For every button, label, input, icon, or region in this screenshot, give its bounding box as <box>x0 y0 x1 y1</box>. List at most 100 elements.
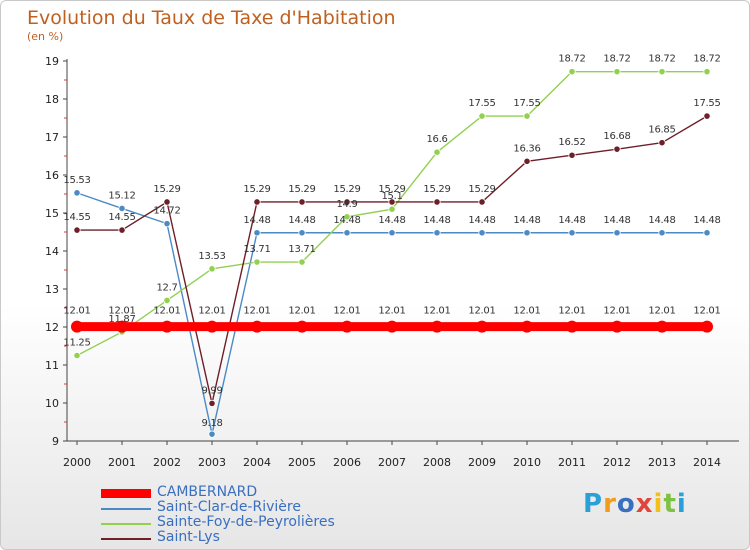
data-point <box>568 151 576 159</box>
data-label: 18.72 <box>558 54 585 65</box>
data-label: 14.9 <box>336 199 357 210</box>
logo-letter: P <box>583 489 604 519</box>
data-point <box>298 229 306 237</box>
data-point <box>476 320 488 333</box>
data-point <box>433 198 441 206</box>
data-label: 15.12 <box>108 190 135 201</box>
data-point <box>343 213 351 221</box>
data-point <box>431 320 443 333</box>
data-label: 15.53 <box>63 175 90 186</box>
y-tick-label: 10 <box>45 397 59 410</box>
data-label: 14.48 <box>468 215 495 226</box>
data-label: 15.1 <box>381 191 402 202</box>
data-label: 14.48 <box>243 215 270 226</box>
data-label: 15.29 <box>468 184 495 195</box>
data-point <box>251 320 263 333</box>
data-point <box>161 320 173 333</box>
data-label: 9.18 <box>201 418 222 429</box>
data-point <box>523 229 531 237</box>
data-label: 14.48 <box>558 215 585 226</box>
x-tick-label: 2011 <box>558 456 586 469</box>
legend-label: CAMBERNARD <box>157 484 258 500</box>
legend-label: Saint-Clar-de-Rivière <box>157 499 301 515</box>
data-label: 12.01 <box>108 306 135 317</box>
data-label: 17.55 <box>468 98 495 109</box>
data-point <box>343 229 351 237</box>
x-tick-label: 2000 <box>63 456 91 469</box>
data-point <box>478 112 486 120</box>
data-label: 15.29 <box>153 184 180 195</box>
data-point <box>208 430 216 438</box>
data-point <box>341 320 353 333</box>
data-point <box>388 229 396 237</box>
x-tick-label: 2008 <box>423 456 451 469</box>
logo-letter: i <box>676 489 687 519</box>
data-point <box>658 229 666 237</box>
data-point <box>611 320 623 333</box>
data-point <box>656 320 668 333</box>
data-point <box>163 296 171 304</box>
x-tick-label: 2001 <box>108 456 136 469</box>
data-label: 15.29 <box>333 184 360 195</box>
x-tick-label: 2003 <box>198 456 226 469</box>
data-point <box>253 258 261 266</box>
data-point <box>566 320 578 333</box>
legend-label: Sainte-Foy-de-Peyrolières <box>157 514 335 530</box>
legend-swatch <box>101 538 151 540</box>
y-tick-label: 13 <box>45 283 59 296</box>
chart-subtitle: (en %) <box>27 30 64 43</box>
legend-swatch <box>101 508 151 510</box>
y-tick-label: 19 <box>45 55 59 68</box>
data-point <box>253 229 261 237</box>
data-point <box>568 68 576 76</box>
data-label: 12.01 <box>693 306 720 317</box>
data-label: 14.48 <box>648 215 675 226</box>
data-point <box>523 157 531 165</box>
x-tick-label: 2007 <box>378 456 406 469</box>
logo-letter: r <box>603 489 617 519</box>
y-tick-label: 15 <box>45 207 59 220</box>
data-label: 14.48 <box>333 215 360 226</box>
data-point <box>388 205 396 213</box>
data-point <box>658 139 666 147</box>
data-point <box>296 320 308 333</box>
data-label: 17.55 <box>693 98 720 109</box>
data-point <box>703 68 711 76</box>
data-label: 12.01 <box>198 306 225 317</box>
x-tick-label: 2013 <box>648 456 676 469</box>
data-label: 14.55 <box>108 212 135 223</box>
data-point <box>71 320 83 333</box>
logo-letter: o <box>616 489 636 519</box>
legend-swatch <box>101 523 151 525</box>
data-label: 15.29 <box>378 184 405 195</box>
x-tick-label: 2004 <box>243 456 271 469</box>
data-point <box>701 320 713 333</box>
data-point <box>478 229 486 237</box>
data-label: 13.71 <box>288 244 315 255</box>
data-label: 9.99 <box>201 385 222 396</box>
data-point <box>163 198 171 206</box>
data-point <box>163 220 171 228</box>
data-point <box>118 226 126 234</box>
data-label: 12.01 <box>288 306 315 317</box>
data-label: 16.85 <box>648 125 675 136</box>
data-label: 11.25 <box>63 338 90 349</box>
data-point <box>523 112 531 120</box>
data-label: 14.48 <box>693 215 720 226</box>
data-label: 12.01 <box>378 306 405 317</box>
data-point <box>433 229 441 237</box>
proxiti-logo: Proxiti <box>583 489 687 519</box>
y-tick-label: 16 <box>45 169 59 182</box>
data-point <box>613 229 621 237</box>
data-label: 15.29 <box>243 184 270 195</box>
data-point <box>343 198 351 206</box>
data-point <box>298 258 306 266</box>
x-tick-label: 2014 <box>693 456 721 469</box>
data-label: 16.52 <box>558 137 585 148</box>
data-point <box>208 399 216 407</box>
data-point <box>118 204 126 213</box>
y-tick-label: 14 <box>45 245 59 258</box>
data-label: 15.29 <box>288 184 315 195</box>
